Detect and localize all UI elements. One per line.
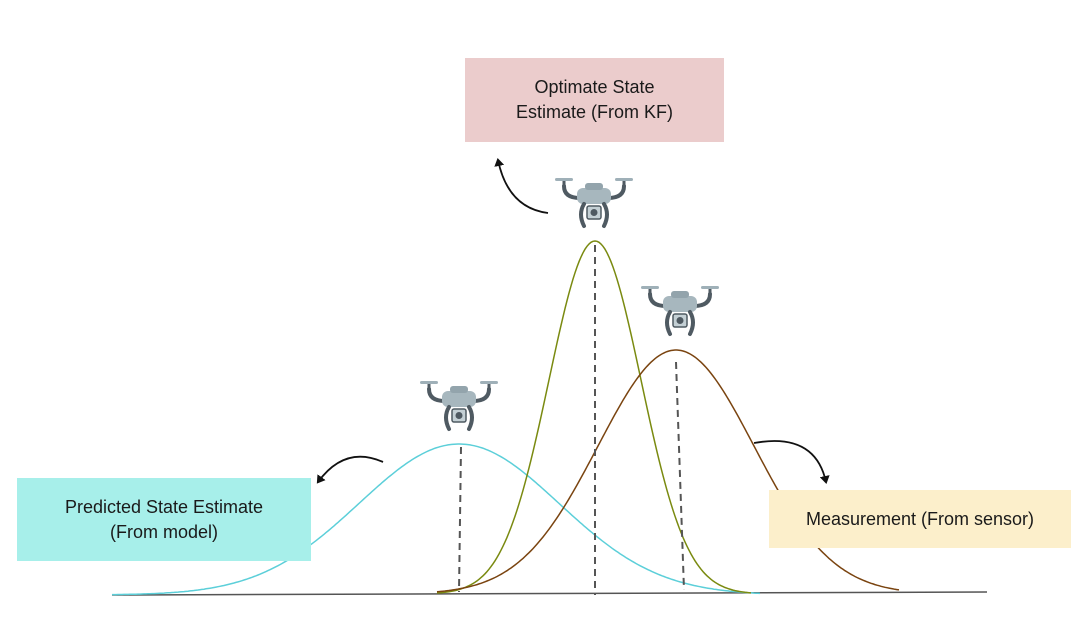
optimal-state-box: Optimate State Estimate (From KF) — [465, 58, 724, 142]
curved-arrow-icon — [316, 455, 384, 484]
drone-icon — [639, 284, 721, 336]
predicted-state-label-line1: Predicted State Estimate — [64, 496, 264, 517]
drone-icon — [553, 176, 635, 228]
predicted-state-curve — [112, 443, 761, 596]
measurement-box: Measurement (From sensor) — [769, 490, 1071, 548]
predicted-state-box: Predicted State Estimate (From model) — [17, 478, 311, 561]
measurement-curve — [436, 349, 900, 593]
drone-icon — [418, 379, 500, 431]
optimal-state-label-line2: Estimate (From KF) — [515, 102, 673, 122]
optimal-state-curve — [436, 240, 752, 594]
curved-arrow-icon — [753, 440, 830, 484]
curved-arrow-icon — [494, 158, 549, 214]
measurement-label: Measurement (From sensor) — [805, 508, 1035, 529]
baseline-axis — [111, 591, 988, 596]
predicted-mean-line — [458, 446, 462, 593]
optimal-state-label-line1: Optimate State — [534, 77, 655, 97]
measurement-mean-line — [675, 361, 685, 591]
predicted-state-label-line2: (From model) — [109, 521, 218, 542]
